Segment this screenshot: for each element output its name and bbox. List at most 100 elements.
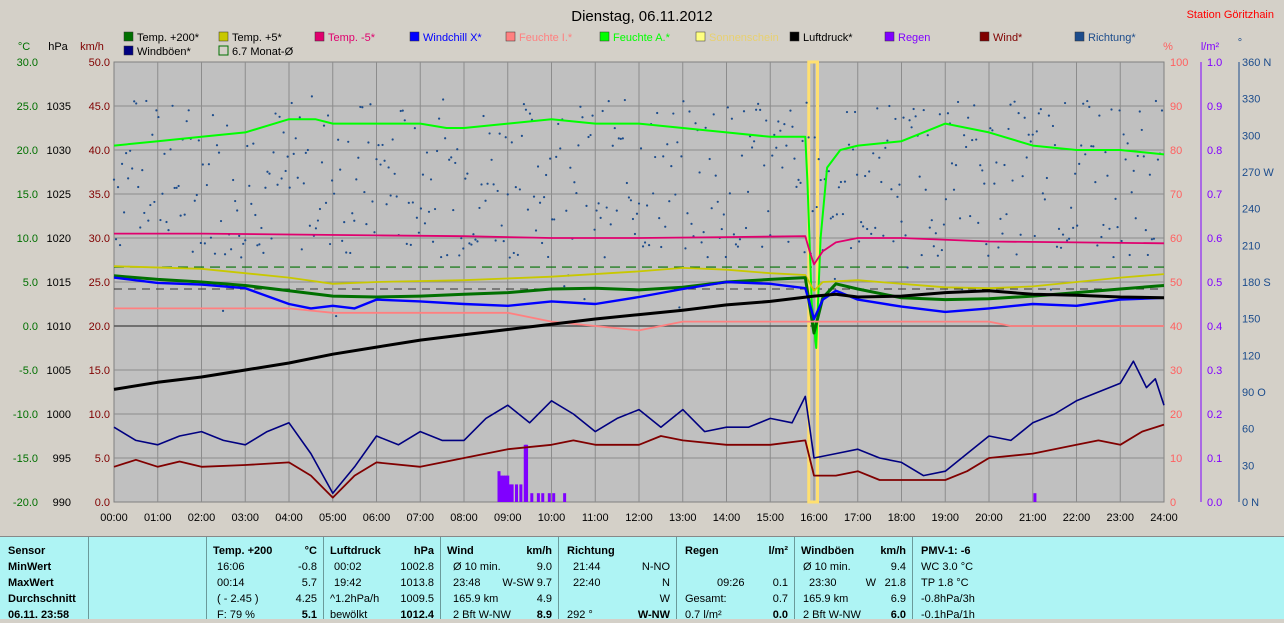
wind-cell: W-SW — [502, 577, 534, 589]
direction-dot — [125, 151, 128, 155]
direction-dot — [967, 116, 970, 119]
legend-label: Windchill X* — [423, 32, 482, 44]
direction-dot — [232, 178, 235, 182]
direction-dot — [508, 256, 511, 259]
y-tick-label: 30 — [1242, 460, 1254, 472]
gusts-cell: 21.8 — [884, 577, 906, 589]
direction-dot — [989, 127, 992, 130]
direction-dot — [1092, 145, 1095, 148]
direction-dot — [240, 256, 243, 259]
direction-dot — [999, 217, 1002, 220]
direction-dot — [187, 109, 190, 112]
direction-dot — [254, 213, 257, 217]
x-tick-label: 18:00 — [888, 512, 916, 524]
y-tick-label: 150 — [1242, 314, 1260, 326]
y-tick-label: 0 N — [1242, 497, 1259, 509]
y-tick-label: 10 — [1170, 453, 1182, 465]
direction-dot — [474, 238, 477, 241]
direction-dot — [730, 117, 733, 120]
direction-dot — [476, 240, 479, 243]
temp-column: Temp. +200 °C 16:06 -0.8 00:14 5.7 ( - 2.45… — [207, 537, 324, 621]
direction-cell: N — [662, 577, 670, 589]
direction-dot — [761, 245, 764, 248]
direction-dot — [654, 155, 657, 159]
direction-dot — [1035, 130, 1038, 133]
pressure-cell: 19:42 — [334, 577, 362, 589]
direction-cell: 21:44 — [573, 561, 601, 573]
direction-dot — [1122, 133, 1125, 136]
direction-dot — [294, 137, 297, 140]
y-tick-label: 995 — [53, 453, 71, 465]
direction-dot — [524, 108, 528, 111]
direction-dot — [864, 174, 867, 178]
direction-dot — [129, 149, 132, 152]
direction-dot — [643, 241, 647, 244]
temp-cell: ( - 2.45 ) — [217, 593, 259, 605]
direction-cell: 22:40 — [573, 577, 601, 589]
y-tick-label: 50.0 — [89, 57, 110, 69]
y-axes: 30.0 25.0 20.0 15.0 10.0 5.0 0.0 -5.0 -10.0 -15.0… — [13, 57, 1274, 509]
direction-dot — [930, 219, 933, 222]
direction-dot — [900, 220, 903, 223]
direction-dot — [276, 183, 279, 186]
direction-dot — [375, 158, 378, 161]
direction-dot — [306, 148, 309, 152]
y-tick-label: 1015 — [47, 277, 71, 289]
direction-dot — [161, 192, 164, 195]
direction-dot — [962, 134, 966, 137]
direction-dot — [866, 227, 869, 231]
direction-dot — [773, 133, 776, 136]
direction-dot — [1039, 108, 1042, 111]
direction-dot — [898, 183, 901, 186]
direction-dot — [347, 140, 350, 143]
rain-bar — [563, 493, 567, 502]
direction-dot — [742, 110, 746, 113]
pressure-cell: 1002.8 — [400, 561, 434, 573]
direction-dot — [585, 204, 588, 207]
direction-dot — [847, 143, 851, 146]
direction-dot — [256, 244, 259, 247]
direction-dot — [211, 114, 215, 117]
direction-dot — [593, 228, 596, 231]
direction-dot — [292, 152, 295, 156]
direction-dot — [1063, 101, 1067, 105]
direction-dot — [1053, 143, 1057, 147]
rain-cell: Gesamt: — [685, 593, 727, 605]
legend-label: Temp. +5* — [232, 32, 283, 44]
direction-dot — [553, 218, 556, 221]
x-tick-label: 06:00 — [363, 512, 391, 524]
rain-bar — [541, 493, 545, 502]
direction-dot — [1084, 153, 1087, 156]
direction-dot — [282, 131, 285, 134]
direction-dot — [952, 188, 956, 191]
direction-dot — [332, 192, 336, 195]
direction-dot — [538, 201, 542, 204]
direction-dot — [829, 217, 832, 220]
direction-dot — [660, 245, 663, 249]
direction-dot — [912, 107, 915, 111]
direction-dot — [746, 190, 750, 193]
direction-dot — [415, 216, 418, 219]
series-line — [113, 423, 1165, 499]
direction-dot — [345, 251, 348, 254]
direction-dot — [716, 200, 719, 203]
pressure-header: Luftdruck — [330, 545, 381, 557]
y-tick-label: 5.0 — [95, 453, 110, 465]
direction-dot — [173, 186, 176, 190]
direction-dot — [910, 126, 913, 129]
y-tick-label: 0 — [1170, 497, 1176, 509]
legend-swatch — [314, 31, 325, 42]
direction-dot — [1088, 105, 1091, 108]
direction-dot — [225, 124, 229, 127]
pressure-cell: ^1.2hPa/h — [330, 593, 380, 605]
direction-dot — [1098, 114, 1101, 117]
direction-dot — [926, 134, 929, 137]
y-tick-label: 30.0 — [89, 233, 110, 245]
direction-dot — [238, 234, 241, 237]
direction-dot — [765, 119, 768, 122]
direction-dot — [656, 111, 659, 115]
direction-dot — [1086, 99, 1089, 103]
direction-dot — [1142, 155, 1145, 158]
direction-dot — [995, 161, 998, 164]
direction-dot — [278, 115, 281, 118]
